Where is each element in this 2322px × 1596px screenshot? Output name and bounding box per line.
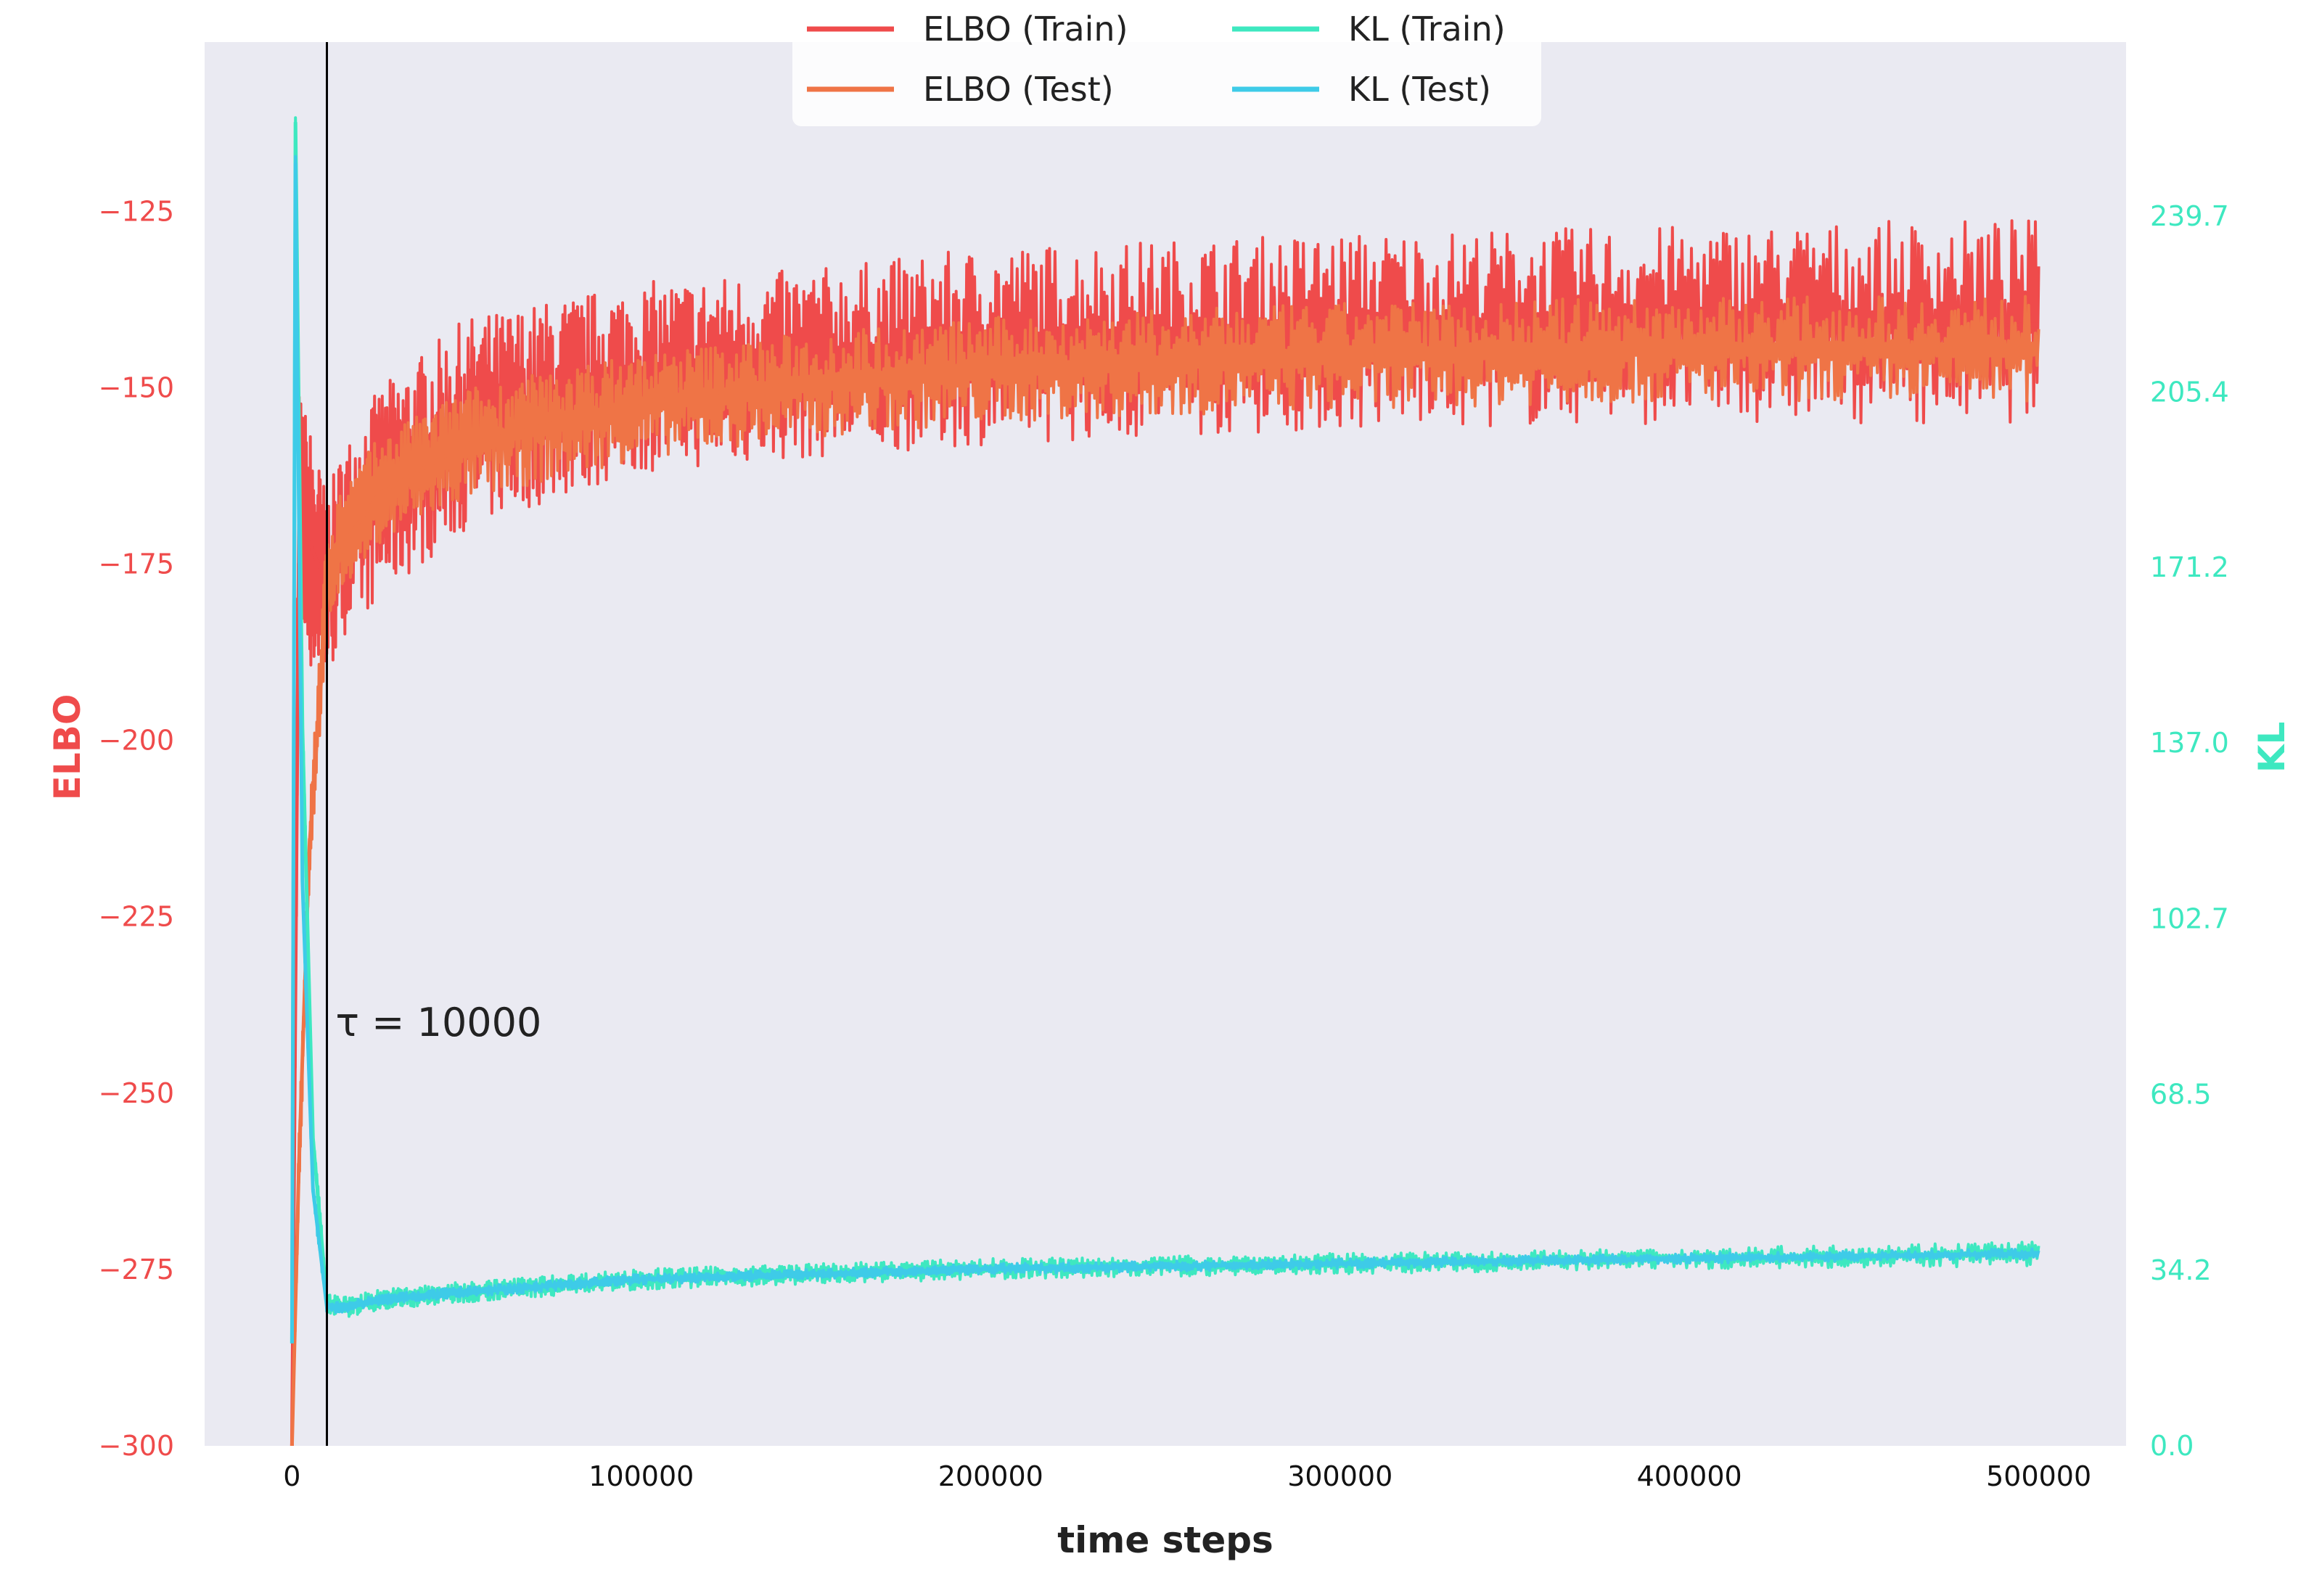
legend-label-elbo-test: ELBO (Test): [923, 70, 1114, 109]
y-right-tick-label: 205.4: [2150, 376, 2229, 408]
y-left-axis-title: ELBO: [46, 694, 89, 801]
x-tick-label: 500000: [1986, 1460, 2091, 1492]
legend-box: [792, 15, 1541, 126]
y-right-tick-label: 137.0: [2150, 727, 2229, 759]
tau-annotation: τ = 10000: [336, 1000, 542, 1045]
y-right-tick-label: 68.5: [2150, 1079, 2212, 1111]
legend-label-kl-train: KL (Train): [1348, 9, 1506, 49]
y-left-tick-label: −150: [99, 371, 174, 403]
x-tick-label: 200000: [938, 1460, 1043, 1492]
y-left-tick-label: −275: [99, 1254, 174, 1286]
y-left-tick-label: −225: [99, 901, 174, 933]
y-left-tick-label: −300: [99, 1430, 174, 1462]
y-right-tick-label: 0.0: [2150, 1430, 2194, 1462]
y-left-tick-label: −175: [99, 548, 174, 580]
y-left-tick-label: −200: [99, 725, 174, 757]
y-right-axis-title: KL: [2251, 722, 2293, 773]
x-tick-label: 300000: [1287, 1460, 1392, 1492]
y-right-tick-label: 102.7: [2150, 903, 2229, 935]
legend-label-elbo-train: ELBO (Train): [923, 9, 1128, 49]
series-layer: [290, 116, 2040, 1447]
x-tick-label: 100000: [588, 1460, 694, 1492]
legend: ELBO (Train) ELBO (Test) KL (Train) KL (…: [792, 9, 1541, 126]
series-line-elbo-test: [290, 343, 2039, 1447]
series-elbo-test: [290, 295, 2040, 1447]
x-axis-title: time steps: [1057, 1519, 1273, 1561]
series-band-kl-test: [290, 155, 2040, 1344]
y-left-tick-label: −250: [99, 1077, 174, 1109]
x-tick-label: 0: [283, 1460, 300, 1492]
y-right-tick-label: 34.2: [2150, 1254, 2212, 1286]
series-band-elbo-test: [290, 295, 2040, 1447]
ticks-layer: 0 100000 200000 300000 400000 500000 −125 −150 −…: [99, 195, 2229, 1492]
y-left-tick-label: −125: [99, 195, 174, 227]
series-kl-test: [290, 155, 2040, 1344]
series-line-kl-test: [290, 163, 2039, 1344]
x-tick-label: 400000: [1637, 1460, 1742, 1492]
y-right-tick-label: 239.7: [2150, 200, 2229, 232]
y-right-tick-label: 171.2: [2150, 551, 2229, 583]
legend-label-kl-test: KL (Test): [1348, 70, 1491, 109]
